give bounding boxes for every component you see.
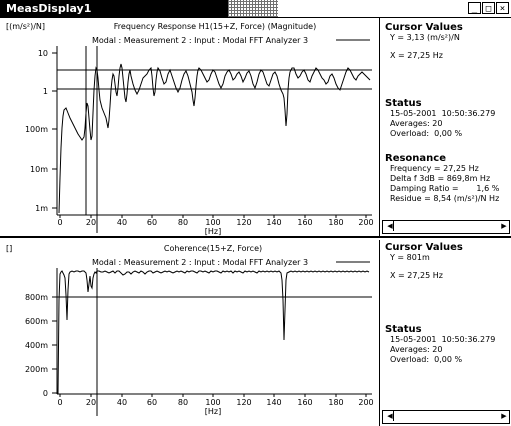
- scroll-right-arrow-icon[interactable]: ▶: [501, 222, 507, 230]
- resonance-frequency: Frequency = 27,25 Hz: [390, 164, 479, 173]
- maximize-button[interactable]: □: [482, 2, 495, 14]
- x-tick-label: 120: [236, 218, 251, 227]
- titlebar-dither: [228, 0, 278, 17]
- status-section: Status 15-05-2001 10:50:36.279 Averages:…: [385, 98, 495, 139]
- side-panel-scrollbar[interactable]: ◀ ▶: [382, 220, 510, 234]
- x-tick-labels: 0 20 40 60 80 100 120 140 160 180 200: [57, 398, 373, 407]
- y-tick-label: 10: [38, 49, 48, 58]
- cursor-x-value: X = 27,25 Hz: [390, 51, 443, 60]
- status-averages: Averages: 20: [390, 345, 443, 354]
- resonance-section: Resonance Frequency = 27,25 Hz Delta f 3…: [385, 153, 499, 204]
- close-button[interactable]: ×: [496, 2, 509, 14]
- cursor-values-section: Cursor Values Y = 801m X = 27,25 Hz: [385, 242, 463, 281]
- y-tick-label: 0: [43, 389, 48, 398]
- x-tick-label: 160: [297, 218, 312, 227]
- status-section: Status 15-05-2001 10:50:36.279 Averages:…: [385, 324, 495, 365]
- x-tick-label: 20: [86, 398, 96, 407]
- x-tick-label: 80: [178, 398, 188, 407]
- cursor-values-heading: Cursor Values: [385, 22, 463, 33]
- cursor-values-heading: Cursor Values: [385, 242, 463, 253]
- x-tick-label: 180: [328, 218, 343, 227]
- plot-subtitle: Modal : Measurement 2 : Input : Modal FF…: [92, 258, 308, 267]
- y-tick-label: 1: [43, 87, 48, 96]
- status-averages: Averages: 20: [390, 119, 443, 128]
- status-heading: Status: [385, 98, 422, 109]
- y-tick-labels: 10 1 100m 10m 1m: [25, 49, 48, 213]
- x-unit-label: [Hz]: [205, 407, 221, 416]
- y-tick-label: 1m: [35, 204, 48, 213]
- y-tick-labels: 800m 600m 400m 200m 0: [25, 293, 48, 398]
- scroll-left-arrow-icon[interactable]: ◀: [387, 222, 393, 230]
- x-tick-label: 0: [57, 398, 62, 407]
- x-tick-label: 140: [266, 398, 281, 407]
- cursor-y-value: Y = 801m: [390, 253, 430, 262]
- coherence-trace: [57, 270, 370, 395]
- y-tick-label: 100m: [25, 125, 48, 134]
- cursor-x-value: X = 27,25 Hz: [390, 271, 443, 280]
- x-unit-label: [Hz]: [205, 227, 221, 236]
- side-panel-scrollbar[interactable]: ◀ ▶: [382, 410, 510, 424]
- y-unit-label: []: [6, 244, 12, 253]
- scroll-thumb[interactable]: [383, 221, 394, 231]
- resonance-damping: Damping Ratio = 1,6 %: [390, 184, 500, 193]
- scroll-thumb[interactable]: [383, 411, 394, 421]
- x-tick-label: 200: [358, 398, 373, 407]
- coherence-side-panel: Cursor Values Y = 801m X = 27,25 Hz Stat…: [379, 240, 511, 426]
- cursor-values-section: Cursor Values Y = 3,13 (m/s²)/N X = 27,2…: [385, 22, 463, 61]
- x-ticks: [59, 215, 367, 218]
- scroll-left-arrow-icon[interactable]: ◀: [387, 412, 393, 420]
- frf-side-panel: Cursor Values Y = 3,13 (m/s²)/N X = 27,2…: [379, 18, 511, 236]
- window-title: MeasDisplay1: [0, 0, 228, 17]
- plot-subtitle: Modal : Measurement 2 : Input : Modal FF…: [92, 36, 308, 45]
- resonance-heading: Resonance: [385, 153, 447, 164]
- frf-magnitude-trace: [58, 63, 371, 214]
- x-tick-label: 40: [117, 218, 127, 227]
- y-ticks: [52, 296, 57, 394]
- x-tick-label: 0: [57, 218, 62, 227]
- coherence-pane: [] Coherence(15+Z, Force) Modal : Measur…: [0, 240, 511, 426]
- status-datetime: 15-05-2001 10:50:36.279: [390, 109, 496, 118]
- status-heading: Status: [385, 324, 422, 335]
- coherence-plot[interactable]: [] Coherence(15+Z, Force) Modal : Measur…: [0, 240, 379, 426]
- status-overload: Overload: 0,00 %: [390, 129, 463, 138]
- y-tick-label: 400m: [25, 341, 48, 350]
- resonance-residue: Residue = 8,54 (m/s²)/N Hz: [390, 194, 500, 203]
- x-tick-label: 80: [178, 218, 188, 227]
- y-tick-label: 600m: [25, 317, 48, 326]
- x-tick-label: 160: [297, 398, 312, 407]
- x-tick-label: 200: [358, 218, 373, 227]
- resonance-delta-f: Delta f 3dB = 869,8m Hz: [390, 174, 491, 183]
- status-overload: Overload: 0,00 %: [390, 355, 463, 364]
- frequency-response-pane: [(m/s²)/N] Frequency Response H1(15+Z, F…: [0, 18, 511, 238]
- y-unit-label: [(m/s²)/N]: [6, 22, 45, 31]
- x-tick-label: 180: [328, 398, 343, 407]
- window-titlebar[interactable]: MeasDisplay1 _ □ ×: [0, 0, 511, 18]
- frequency-response-plot[interactable]: [(m/s²)/N] Frequency Response H1(15+Z, F…: [0, 18, 379, 236]
- plot-title: Coherence(15+Z, Force): [164, 244, 262, 253]
- x-tick-label: 40: [117, 398, 127, 407]
- x-tick-label: 20: [86, 218, 96, 227]
- y-tick-label: 800m: [25, 293, 48, 302]
- y-tick-label: 200m: [25, 365, 48, 374]
- x-tick-label: 60: [147, 218, 157, 227]
- x-tick-label: 100: [205, 398, 220, 407]
- status-datetime: 15-05-2001 10:50:36.279: [390, 335, 496, 344]
- y-tick-label: 10m: [30, 165, 48, 174]
- x-tick-label: 60: [147, 398, 157, 407]
- x-tick-label: 140: [266, 218, 281, 227]
- scroll-right-arrow-icon[interactable]: ▶: [501, 412, 507, 420]
- cursor-y-value: Y = 3,13 (m/s²)/N: [390, 33, 460, 42]
- plot-title: Frequency Response H1(15+Z, Force) (Magn…: [114, 22, 316, 31]
- x-tick-labels: 0 20 40 60 80 100 120 140 160 180 200: [57, 218, 373, 227]
- minimize-button[interactable]: _: [468, 2, 481, 14]
- x-tick-label: 100: [205, 218, 220, 227]
- window-buttons: _ □ ×: [468, 2, 509, 15]
- x-tick-label: 120: [236, 398, 251, 407]
- x-ticks: [59, 394, 367, 397]
- y-ticks: [52, 52, 57, 209]
